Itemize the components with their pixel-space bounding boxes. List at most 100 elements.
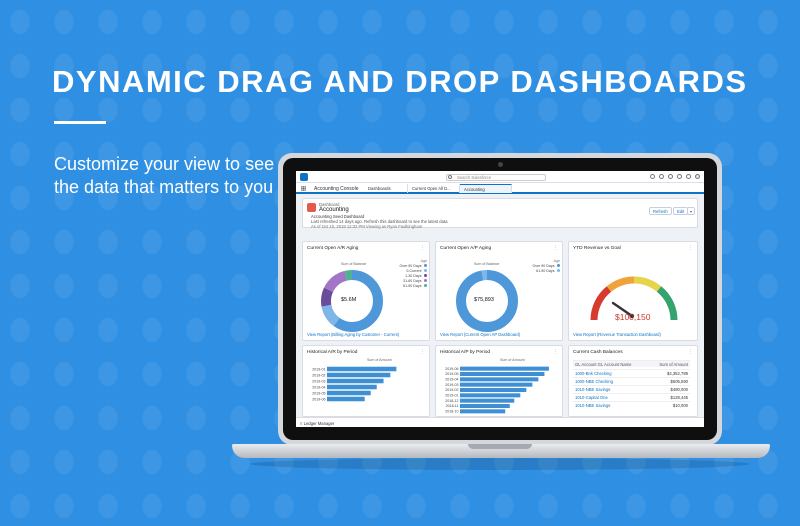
avatar[interactable] [695, 174, 700, 179]
legend-entry[interactable]: 61-90 Days [520, 268, 560, 273]
bar-2018-11[interactable] [460, 403, 510, 409]
donut-slice-61-90-days[interactable] [321, 270, 383, 332]
category-label: 2019-04 [312, 385, 325, 389]
gauge-needle [611, 301, 634, 318]
tab-current-open[interactable]: Current Open All D... [408, 184, 460, 193]
ar-donut-chart [321, 270, 383, 332]
card-ap-aging[interactable]: Current Open A/P Aging ⋮ Sum of Balance … [435, 241, 563, 341]
legend-entry[interactable]: 31-60 Days [387, 278, 427, 283]
card-ar-aging[interactable]: Current Open A/R Aging ⋮ Sum of Balance … [302, 241, 430, 341]
amount-cell: $505,590 [670, 378, 688, 384]
card-menu-icon[interactable]: ⋮ [553, 349, 558, 355]
category-label: 2019-05 [445, 372, 458, 376]
view-report-link[interactable]: View Report (Billing Aging by Customer -… [307, 332, 400, 337]
legend-label: Over 90 Days [399, 263, 422, 268]
legend-entry[interactable]: Over 90 Days [387, 263, 427, 268]
amount-cell: $480,000 [670, 386, 688, 392]
add-icon[interactable] [659, 174, 664, 179]
category-label: 2018-10 [445, 410, 458, 414]
tab-dashboards[interactable]: Dashboards [364, 184, 408, 193]
account-link[interactable]: 1010-NBE Savings [575, 402, 611, 408]
star-icon[interactable] [650, 174, 655, 179]
legend-entry[interactable]: Over 90 Days [520, 263, 560, 268]
bar-2018-10[interactable] [460, 409, 506, 414]
category-label: 2019-05 [312, 391, 325, 395]
settings-icon[interactable] [677, 174, 682, 179]
card-menu-icon[interactable]: ⋮ [420, 245, 425, 251]
category-label: 2019-06 [312, 397, 325, 401]
refresh-button[interactable]: Refresh [649, 207, 672, 215]
dashboard-title: Accounting [319, 206, 349, 213]
card-cash-balances[interactable]: Current Cash Balances ⋮ GL Account GL Ac… [568, 345, 698, 417]
category-label: 2018-11 [446, 404, 459, 408]
account-link[interactable]: 1010-NBE Savings [575, 386, 611, 392]
donut-slice-1-30-days[interactable] [321, 270, 383, 332]
bar-2018-12[interactable] [460, 398, 515, 403]
legend-swatch [556, 268, 560, 273]
amount-cell: $4,352,789 [667, 370, 688, 376]
account-link[interactable]: 1010-Capital One [575, 394, 608, 400]
bar-2019-06[interactable] [327, 396, 365, 402]
x-axis-label: Sum of Amount [500, 358, 525, 362]
sum-label: Sum of Balance [474, 262, 500, 266]
bar-2019-05[interactable] [460, 371, 545, 377]
legend-label: 61-90 Days [403, 283, 422, 288]
card-historical-ar[interactable]: Historical A/R by Period ⋮ Sum of Amount… [302, 345, 430, 417]
ledger-manager-button[interactable]: ≡ Ledger Manager [300, 421, 334, 426]
dashboard-subtitle: Accounting Seed Dashboard [311, 214, 365, 219]
app-nav: Accounting Console Dashboards Current Op… [296, 183, 704, 194]
category-label: 2019-04 [445, 378, 458, 382]
column-header-amount[interactable]: Sum of Amount [659, 361, 688, 367]
legend-swatch [423, 283, 427, 288]
edit-button[interactable]: Edit [673, 207, 689, 215]
bar-2019-01[interactable] [460, 393, 521, 398]
bar-2019-03[interactable] [460, 382, 533, 387]
ap-donut-chart [456, 270, 518, 332]
legend-entry[interactable]: 1-30 Days [387, 273, 427, 278]
laptop-screen: Search Salesforce Accounting Console Das… [296, 171, 704, 427]
bell-icon[interactable] [686, 174, 691, 179]
category-label: 2019-03 [445, 383, 458, 387]
legend-title: Age [553, 258, 560, 263]
legend-swatch [423, 268, 427, 273]
card-historical-ap[interactable]: Historical A/P by Period ⋮ Sum of Amount… [435, 345, 563, 417]
bar-2019-02[interactable] [327, 372, 391, 378]
card-menu-icon[interactable]: ⋮ [420, 349, 425, 355]
bar-2019-04[interactable] [327, 384, 377, 390]
bar-2019-06[interactable] [460, 366, 549, 371]
global-header: Search Salesforce [296, 171, 704, 183]
more-actions-button[interactable]: ▾ [687, 207, 696, 215]
bar-2019-02[interactable] [460, 387, 527, 393]
ytd-gauge [590, 276, 678, 321]
bar-2019-05[interactable] [327, 390, 371, 396]
card-menu-icon[interactable]: ⋮ [688, 245, 693, 251]
legend-title: Age [420, 258, 427, 263]
donut-center-value: $5.6M [341, 297, 357, 303]
legend-label: 31-60 Days [403, 278, 422, 283]
bar-2019-01[interactable] [327, 366, 397, 372]
legend-entry[interactable]: 0-Current [387, 268, 427, 273]
view-report-link[interactable]: View Report (Revenue Transaction Dashboa… [573, 332, 661, 337]
card-menu-icon[interactable]: ⋮ [688, 349, 693, 355]
search-icon [448, 175, 452, 179]
category-label: 2019-02 [312, 373, 325, 377]
account-link[interactable]: 1000-NBE Checking [575, 378, 613, 384]
card-menu-icon[interactable]: ⋮ [553, 245, 558, 251]
view-report-link[interactable]: View Report (Current Open AP Dashboard) [440, 332, 521, 337]
search-input[interactable]: Search Salesforce [446, 173, 546, 181]
account-link[interactable]: 1000-Bnk Checking [575, 370, 612, 376]
tab-accounting[interactable]: Accounting [460, 184, 512, 193]
bar-2019-03[interactable] [327, 378, 384, 384]
dashboard-header: Dashboard Accounting Accounting Seed Das… [302, 198, 698, 229]
bar-2019-04[interactable] [460, 377, 539, 382]
gauge-green-segment [656, 286, 678, 321]
salesforce-logo[interactable] [300, 173, 308, 181]
column-header-account[interactable]: GL Account GL Account Name [575, 361, 632, 367]
dashboard-kicker: Dashboard [319, 202, 340, 207]
legend-entry[interactable]: 61-90 Days [387, 283, 427, 288]
help-icon[interactable] [668, 174, 673, 179]
donut-slice-61-90-days[interactable] [456, 270, 518, 332]
app-launcher-icon[interactable] [301, 186, 306, 191]
dashboard-icon [307, 203, 316, 212]
card-ytd-gauge[interactable]: YTD Revenue vs Goal ⋮ $100,150 View Repo… [568, 241, 698, 341]
